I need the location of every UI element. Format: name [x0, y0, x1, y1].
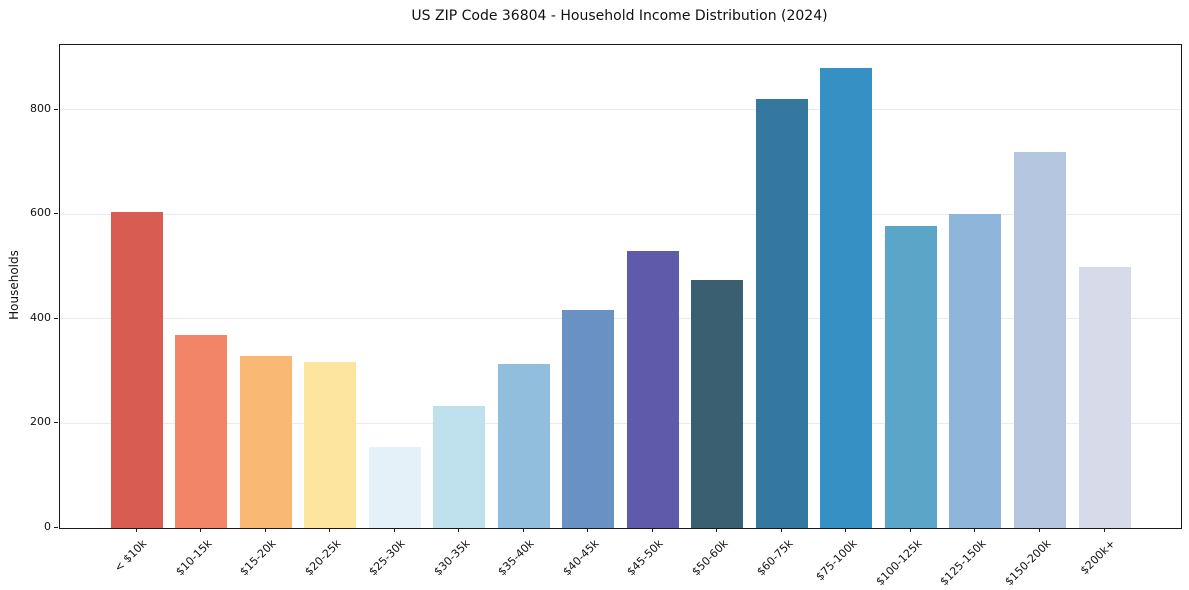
bar-10-15k — [175, 334, 228, 528]
y-tick-label: 600 — [30, 206, 51, 220]
x-tick-label: < $10k — [112, 537, 150, 575]
y-axis-label: Households — [7, 250, 21, 320]
bar-30-35k — [433, 405, 486, 528]
bar-40-45k — [562, 309, 615, 528]
x-tick-mark — [974, 528, 976, 532]
y-tick-mark — [54, 422, 58, 424]
x-tick-mark — [200, 528, 202, 532]
chart-title: US ZIP Code 36804 - Household Income Dis… — [411, 8, 828, 24]
x-tick-mark — [458, 528, 460, 532]
x-tick-mark — [780, 528, 782, 532]
x-tick-mark — [909, 528, 911, 532]
bar-45-50k — [626, 250, 679, 528]
x-tick-mark — [1103, 528, 1105, 532]
y-tick-label: 800 — [30, 101, 51, 115]
x-tick-label: $20-25k — [302, 537, 344, 579]
bar-100-125k — [884, 225, 937, 528]
x-tick-label: $200k+ — [1077, 537, 1118, 578]
x-tick-mark — [587, 528, 589, 532]
bar-150-200k — [1013, 151, 1066, 528]
x-tick-label: $35-40k — [495, 537, 537, 579]
x-tick-mark — [522, 528, 524, 532]
y-tick-label: 400 — [30, 310, 51, 324]
plot-area — [59, 44, 1182, 529]
x-tick-label: $75-100k — [813, 537, 860, 584]
bar-20-25k — [304, 361, 357, 528]
bar-35-40k — [497, 364, 550, 528]
x-tick-mark — [264, 528, 266, 532]
x-tick-mark — [845, 528, 847, 532]
x-tick-mark — [393, 528, 395, 532]
gridline — [60, 109, 1181, 111]
bar-25-30k — [368, 446, 421, 528]
y-tick-label: 200 — [30, 415, 51, 429]
x-tick-label: $45-50k — [624, 537, 666, 579]
gridline — [60, 213, 1181, 215]
x-tick-label: $15-20k — [237, 537, 279, 579]
x-tick-label: $125-150k — [937, 537, 989, 589]
x-tick-label: $40-45k — [560, 537, 602, 579]
x-tick-label: $50-60k — [689, 537, 731, 579]
gridline — [60, 422, 1181, 424]
bar-15-20k — [239, 356, 292, 528]
x-tick-label: $10-15k — [172, 537, 215, 579]
bar-200k — [1078, 266, 1131, 528]
x-tick-mark — [135, 528, 137, 532]
x-tick-label: $60-75k — [753, 537, 796, 579]
x-tick-mark — [716, 528, 718, 532]
x-tick-label: $100-125k — [872, 537, 925, 589]
x-tick-mark — [329, 528, 331, 532]
y-tick-label: 0 — [44, 520, 51, 533]
bar-50-60k — [691, 280, 744, 528]
bar-60-75k — [755, 99, 808, 528]
bar-75-100k — [820, 68, 873, 528]
y-tick-mark — [54, 527, 58, 528]
y-tick-mark — [54, 213, 58, 215]
bar-10k — [110, 211, 163, 528]
x-tick-label: $150-200k — [1002, 537, 1054, 589]
bar-125-150k — [949, 214, 1002, 528]
x-tick-label: $25-30k — [366, 537, 408, 579]
y-tick-mark — [54, 317, 58, 319]
x-tick-mark — [1038, 528, 1040, 532]
x-tick-mark — [651, 528, 653, 532]
gridline — [60, 318, 1181, 320]
y-tick-mark — [54, 108, 58, 110]
x-tick-label: $30-35k — [431, 537, 473, 579]
